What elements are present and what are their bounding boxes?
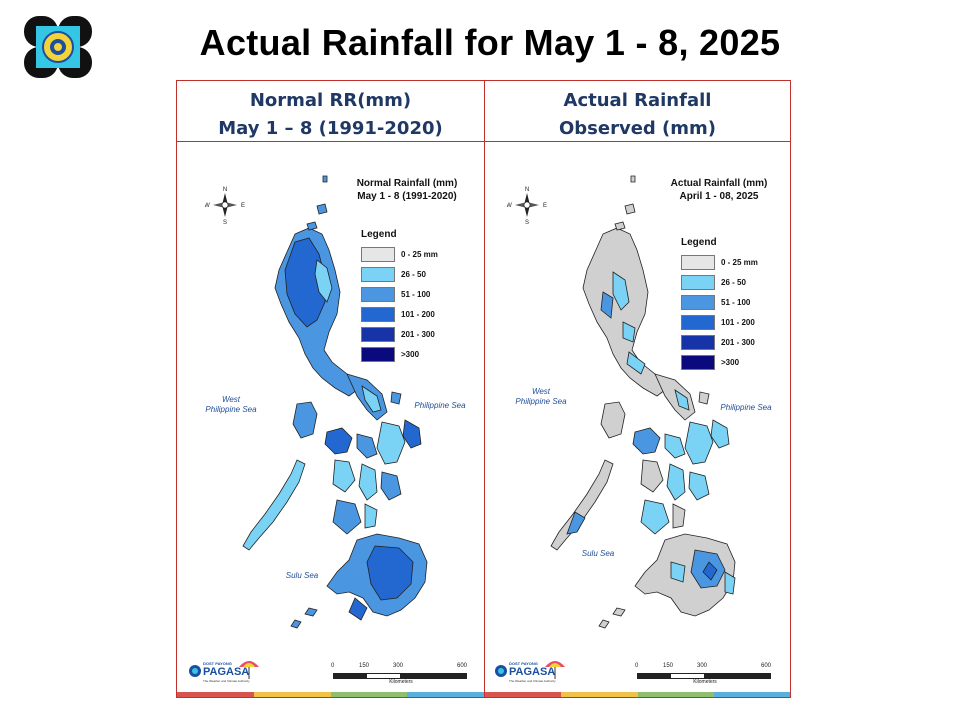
right-map-title-line1: Actual Rainfall (mm) (670, 178, 768, 189)
left-legend: Legend 0 - 25 mm 26 - 50 51 - 100 101 - … (361, 229, 438, 364)
left-map-title: Normal Rainfall (mm) May 1 - 8 (1991-202… (347, 177, 467, 203)
legend-item: 26 - 50 (361, 264, 438, 284)
right-legend-title: Legend (681, 237, 717, 248)
legend-item: 101 - 200 (681, 312, 758, 332)
svg-text:S: S (525, 220, 529, 225)
pagasa-brand: DOST PAYONG PAGASA The Weather and Clima… (187, 657, 267, 693)
legend-item: 101 - 200 (361, 304, 438, 324)
left-scale-bar: 0 150 300 600 Kilometers (331, 663, 468, 685)
svg-text:W: W (507, 203, 512, 209)
west-philippine-sea-label: West Philippine Sea (515, 387, 567, 406)
left-header-line2: May 1 – 8 (1991-2020) (218, 118, 443, 139)
actual-rainfall-panel: Actual Rainfall Observed (mm) (484, 80, 791, 698)
legend-item: 0 - 25 mm (361, 244, 438, 264)
legend-item: 201 - 300 (681, 332, 758, 352)
left-map-title-line2: May 1 - 8 (1991-2020) (357, 191, 457, 202)
legend-item: 201 - 300 (361, 324, 438, 344)
right-scale-bar: 0 150 300 600 Kilometers (635, 663, 772, 685)
left-compass-rose-icon: N S W E (204, 185, 245, 230)
actual-rainfall-map (550, 175, 736, 629)
page-title: Actual Rainfall for May 1 - 8, 2025 (199, 22, 781, 63)
legend-item: >300 (681, 352, 758, 372)
left-legend-title: Legend (361, 229, 397, 240)
svg-text:N: N (223, 187, 227, 193)
left-map-title-line1: Normal Rainfall (mm) (356, 178, 458, 189)
philippine-sea-label: Philippine Sea (720, 403, 772, 412)
pagasa-logo-icon (24, 16, 92, 78)
sulu-sea-label: Sulu Sea (285, 571, 319, 580)
right-header-line1: Actual Rainfall (563, 90, 712, 111)
svg-text:N: N (525, 187, 529, 193)
right-legend: Legend 0 - 25 mm 26 - 50 51 - 100 101 - … (681, 237, 758, 372)
left-color-strip (177, 692, 484, 697)
legend-item: >300 (361, 344, 438, 364)
normal-rainfall-map (242, 175, 428, 629)
right-compass-rose-icon: N S W E (506, 185, 547, 230)
right-panel-header: Actual Rainfall Observed (mm) (485, 81, 790, 142)
right-map-title: Actual Rainfall (mm) April 1 - 08, 2025 (661, 177, 777, 203)
sulu-sea-label: Sulu Sea (581, 549, 615, 558)
svg-text:E: E (241, 203, 245, 209)
right-header-line2: Observed (mm) (558, 118, 717, 139)
philippine-sea-label: Philippine Sea (414, 401, 466, 410)
svg-text:W: W (205, 203, 210, 209)
legend-item: 51 - 100 (681, 292, 758, 312)
right-color-strip (485, 692, 790, 697)
svg-text:S: S (223, 220, 227, 225)
legend-item: 26 - 50 (681, 272, 758, 292)
left-header-line1: Normal RR(mm) (249, 90, 412, 111)
right-map-title-line2: April 1 - 08, 2025 (679, 191, 759, 202)
legend-item: 0 - 25 mm (681, 252, 758, 272)
west-philippine-sea-label: West Philippine Sea (205, 395, 257, 414)
pagasa-brand: DOST PAYONG PAGASA The Weather and Clima… (493, 657, 573, 693)
svg-text:E: E (543, 203, 547, 209)
normal-rainfall-panel: Normal RR(mm) May 1 – 8 (1991-2020) (176, 80, 485, 698)
left-panel-header: Normal RR(mm) May 1 – 8 (1991-2020) (177, 81, 484, 142)
legend-item: 51 - 100 (361, 284, 438, 304)
